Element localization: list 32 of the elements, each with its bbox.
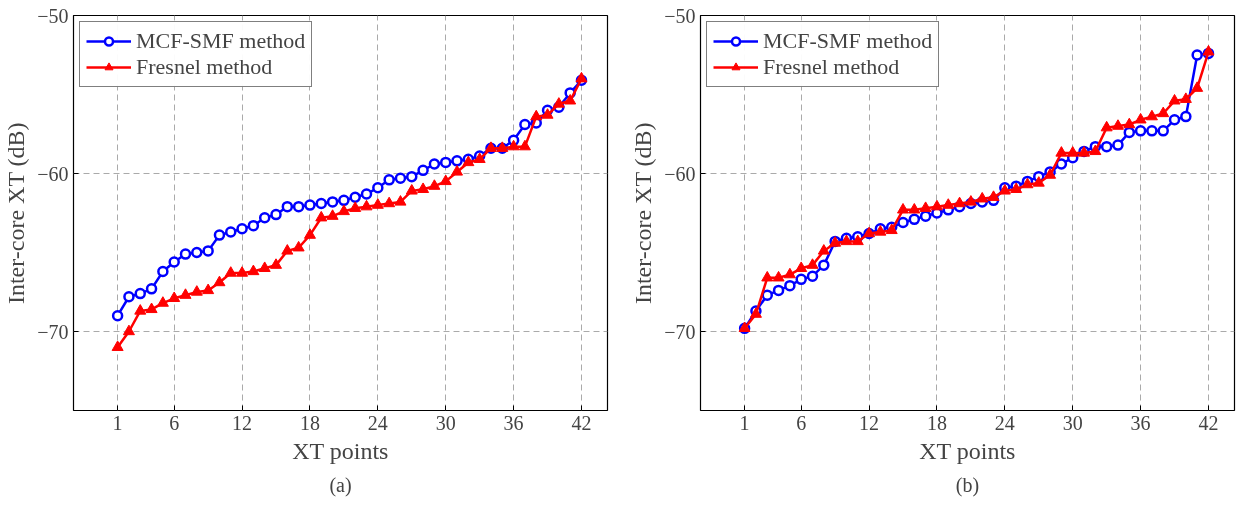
x-tick-label: 6: [796, 411, 807, 434]
y-tick-label: −70: [37, 320, 69, 343]
y-axis-title: Inter-core XT (dB): [630, 122, 657, 305]
x-tick-label: 6: [169, 411, 180, 434]
x-tick-label: 24: [367, 411, 388, 434]
text: (a): [329, 473, 352, 497]
x-tick-label: 12: [232, 411, 253, 434]
x-tick-label: 12: [859, 411, 880, 434]
y-axis-title: Inter-core XT (dB): [3, 122, 30, 305]
x-tick-label: 30: [435, 411, 456, 434]
x-tick-label: 36: [1130, 411, 1151, 434]
text: (b): [955, 473, 980, 497]
y-tick-label: −60: [37, 162, 69, 185]
legend-label: MCF-SMF method: [763, 28, 933, 54]
x-tick-label: 18: [926, 411, 947, 434]
y-tick-label: −50: [664, 4, 696, 27]
y-tick-label: −70: [664, 320, 696, 343]
x-axis-title: XT points: [292, 437, 389, 464]
y-tick-label: −60: [664, 162, 696, 185]
x-tick-label: 42: [1198, 411, 1219, 434]
x-tick-label: 30: [1062, 411, 1083, 434]
x-tick-label: 42: [571, 411, 592, 434]
legend-label: Fresnel method: [763, 54, 900, 80]
y-tick-label: −50: [37, 4, 69, 27]
x-tick-label: 24: [994, 411, 1015, 434]
legend-label: MCF-SMF method: [136, 28, 306, 54]
x-tick-label: 36: [503, 411, 524, 434]
x-tick-label: 1: [739, 411, 750, 434]
x-axis-title: XT points: [919, 437, 1016, 464]
legend-label: Fresnel method: [136, 54, 273, 80]
x-tick-label: 18: [299, 411, 320, 434]
x-tick-label: 1: [112, 411, 123, 434]
